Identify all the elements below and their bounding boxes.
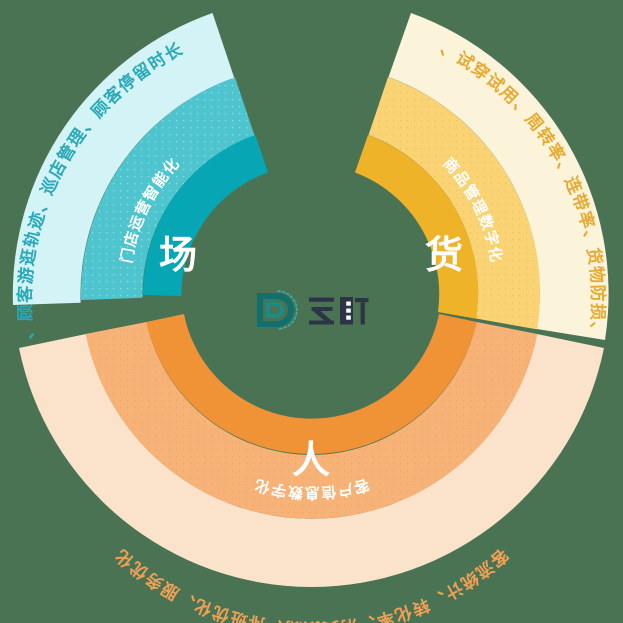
sector-chang-outer-ring <box>12 13 235 305</box>
sector-huo[interactable] <box>355 13 609 340</box>
sector-ren-outer-ring <box>19 334 604 587</box>
sector-huo-char: 货 <box>425 235 463 277</box>
sector-ren[interactable] <box>19 314 604 587</box>
sector-huo-outer-ring <box>388 13 609 340</box>
sector-huo-mid-ring-texture <box>368 77 540 330</box>
sector-huo-deep-ring <box>355 135 479 319</box>
sector-chang-deep-ring <box>142 134 268 296</box>
sector-chang-mid-ring-texture <box>80 77 255 301</box>
sector-chang[interactable] <box>12 13 268 305</box>
sector-ren-mid-ring-texture <box>85 322 538 519</box>
sector-ren-char: 人 <box>292 440 330 482</box>
sector-chang-char: 场 <box>159 235 197 277</box>
sector-ren-deep-ring <box>146 314 477 455</box>
